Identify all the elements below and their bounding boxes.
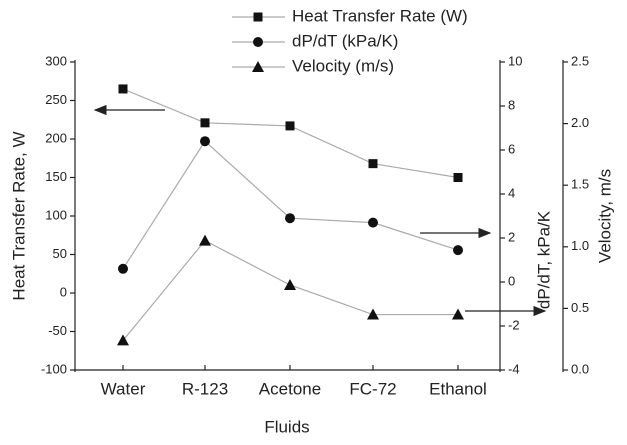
- tick-label: -2: [508, 317, 520, 332]
- tick-label: 300: [45, 53, 67, 68]
- marker: [452, 308, 464, 320]
- tick-label: 2.0: [571, 115, 589, 130]
- tick-label: 250: [45, 92, 67, 107]
- tick-label: 1.5: [571, 177, 589, 192]
- marker: [117, 334, 129, 346]
- tick-label: 100: [45, 207, 67, 222]
- x-tick-label: Water: [101, 379, 146, 398]
- marker: [200, 118, 210, 128]
- marker: [285, 121, 295, 131]
- tick-label: 8: [508, 97, 515, 112]
- marker: [368, 217, 378, 228]
- tick-label: 4: [508, 185, 515, 200]
- tick-label: 200: [45, 130, 67, 145]
- tick-label: 0: [60, 284, 67, 299]
- x-tick-label: FC-72: [349, 379, 396, 398]
- tick-label: 10: [508, 53, 522, 68]
- tick-label: -50: [48, 323, 67, 338]
- y3-axis-title: Velocity, m/s: [595, 169, 614, 263]
- x-tick-label: Ethanol: [429, 379, 487, 398]
- x-axis-title: Fluids: [264, 417, 309, 436]
- marker: [253, 37, 263, 47]
- tick-label: 1.0: [571, 238, 589, 253]
- marker: [253, 12, 263, 22]
- tick-label: -4: [508, 361, 520, 376]
- legend-label: Velocity (m/s): [292, 56, 394, 75]
- tick-label: 0: [508, 273, 515, 288]
- marker: [367, 308, 379, 320]
- marker: [453, 245, 463, 256]
- legend-label: dP/dT (kPa/K): [292, 31, 398, 50]
- series-line: [122, 140, 459, 270]
- marker: [252, 61, 264, 72]
- marker: [118, 263, 128, 274]
- tick-label: -100: [41, 361, 67, 376]
- marker: [453, 173, 463, 182]
- tick-label: 6: [508, 141, 515, 156]
- tick-label: 2.5: [571, 53, 589, 68]
- tick-label: 50: [53, 246, 67, 261]
- y2-axis-title: dP/dT, kPa/K: [534, 210, 553, 309]
- x-tick-label: Acetone: [259, 379, 321, 398]
- tick-label: 0.5: [571, 300, 589, 315]
- tick-label: 0.0: [571, 361, 589, 376]
- marker: [285, 213, 295, 224]
- marker: [118, 84, 128, 94]
- tick-label: 150: [45, 169, 67, 184]
- marker: [200, 136, 210, 147]
- x-tick-label: R-123: [182, 379, 228, 398]
- series-line: [122, 239, 458, 341]
- marker: [199, 234, 211, 246]
- tick-label: 2: [508, 229, 515, 244]
- y-axis-title: Heat Transfer Rate, W: [9, 131, 28, 300]
- marker: [368, 159, 378, 169]
- legend-label: Heat Transfer Rate (W): [292, 6, 468, 25]
- series-line: [122, 88, 459, 179]
- marker: [284, 278, 296, 290]
